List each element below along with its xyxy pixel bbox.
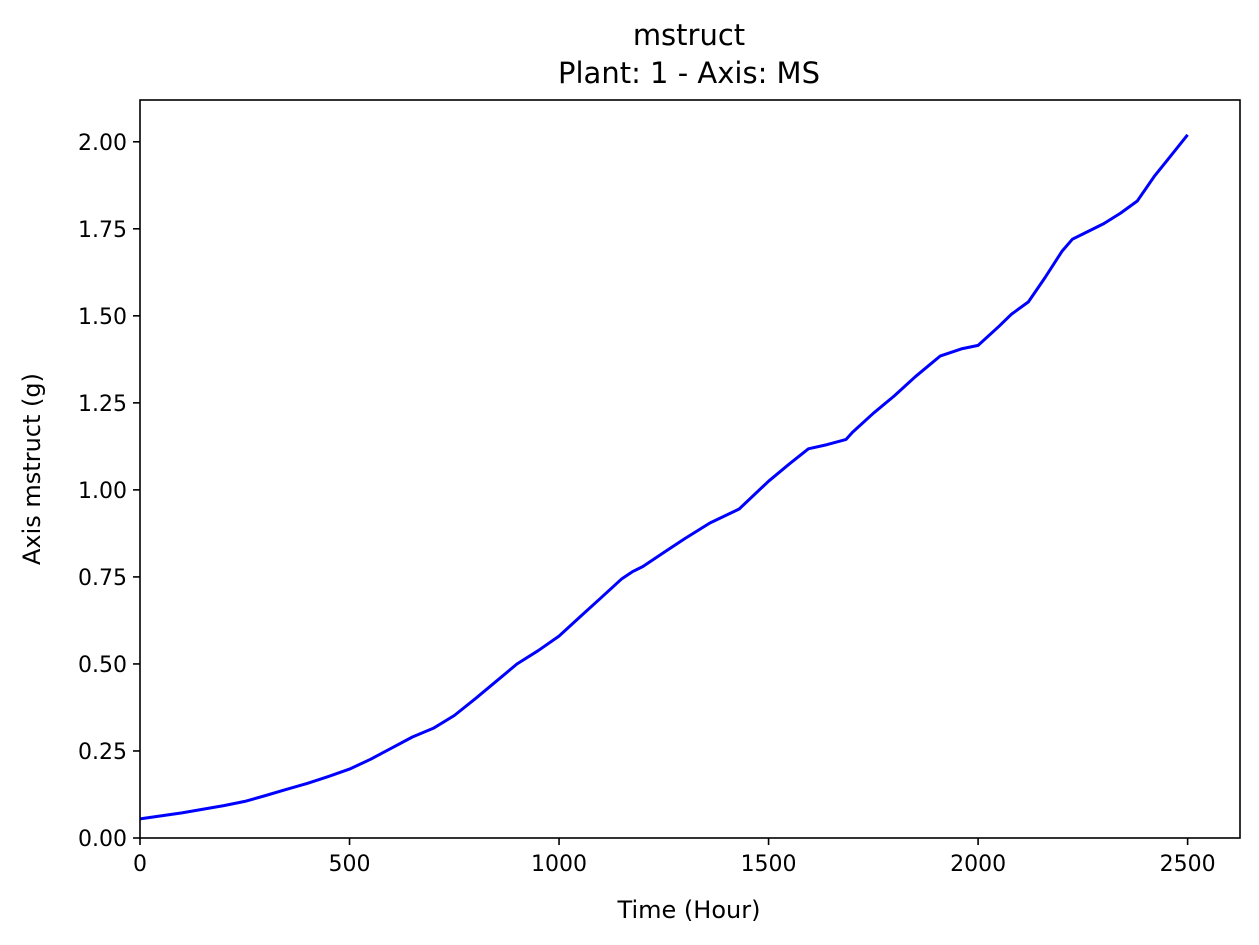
y-tick-label: 2.00 — [78, 131, 127, 156]
series-line — [139, 133, 1189, 821]
x-tick-label: 500 — [329, 852, 371, 877]
y-tick-label: 0.75 — [78, 566, 127, 591]
x-tick-label: 1500 — [741, 852, 797, 877]
x-axis-label: Time (Hour) — [617, 896, 761, 924]
y-tick-label: 1.00 — [78, 479, 127, 504]
y-axis-label: Axis mstruct (g) — [18, 373, 46, 565]
y-tick-label: 0.50 — [78, 653, 127, 678]
x-axis-ticks: 0 500 1000 1500 2000 2500 — [133, 838, 1216, 877]
y-tick-label: 1.25 — [78, 392, 127, 417]
y-tick-label: 0.00 — [78, 827, 127, 852]
x-tick-label: 0 — [133, 852, 147, 877]
y-tick-label: 0.25 — [78, 740, 127, 765]
y-axis-ticks: 0.00 0.25 0.50 0.75 1.00 1.25 1.50 1.75 2.00 — [78, 131, 140, 852]
plot-area — [139, 99, 1241, 839]
plot-frame — [139, 99, 1241, 839]
y-tick-label: 1.50 — [78, 305, 127, 330]
chart-title: mstruct — [633, 18, 745, 52]
x-tick-label: 2000 — [950, 852, 1006, 877]
chart-subtitle: Plant: 1 - Axis: MS — [558, 56, 820, 90]
x-tick-label: 2500 — [1160, 852, 1216, 877]
x-tick-label: 1000 — [531, 852, 587, 877]
y-tick-label: 1.75 — [78, 218, 127, 243]
